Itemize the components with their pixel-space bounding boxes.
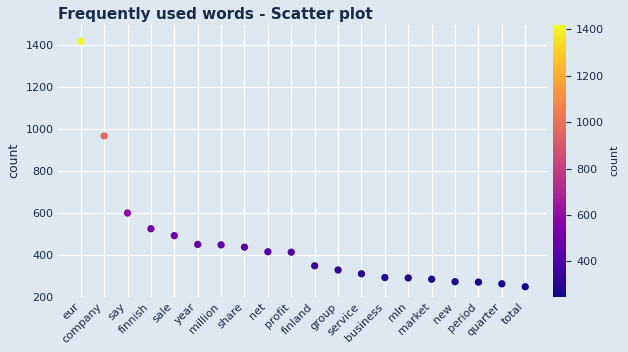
Point bbox=[426, 276, 436, 282]
Point bbox=[450, 279, 460, 284]
Point bbox=[263, 249, 273, 254]
Point bbox=[310, 263, 320, 269]
Point bbox=[76, 38, 86, 44]
Point bbox=[380, 275, 390, 280]
Point bbox=[286, 249, 296, 255]
Point bbox=[122, 210, 133, 216]
Point bbox=[239, 244, 249, 250]
Point bbox=[403, 275, 413, 281]
Point bbox=[146, 226, 156, 232]
Point bbox=[99, 133, 109, 139]
Point bbox=[333, 267, 343, 273]
Point bbox=[193, 241, 203, 247]
Y-axis label: count: count bbox=[7, 143, 20, 178]
Point bbox=[497, 281, 507, 287]
Point bbox=[474, 279, 484, 285]
Point bbox=[520, 284, 530, 290]
Point bbox=[216, 242, 226, 248]
Point bbox=[357, 271, 367, 277]
Point bbox=[170, 233, 180, 238]
Text: Frequently used words - Scatter plot: Frequently used words - Scatter plot bbox=[58, 7, 373, 22]
Y-axis label: count: count bbox=[610, 145, 620, 176]
